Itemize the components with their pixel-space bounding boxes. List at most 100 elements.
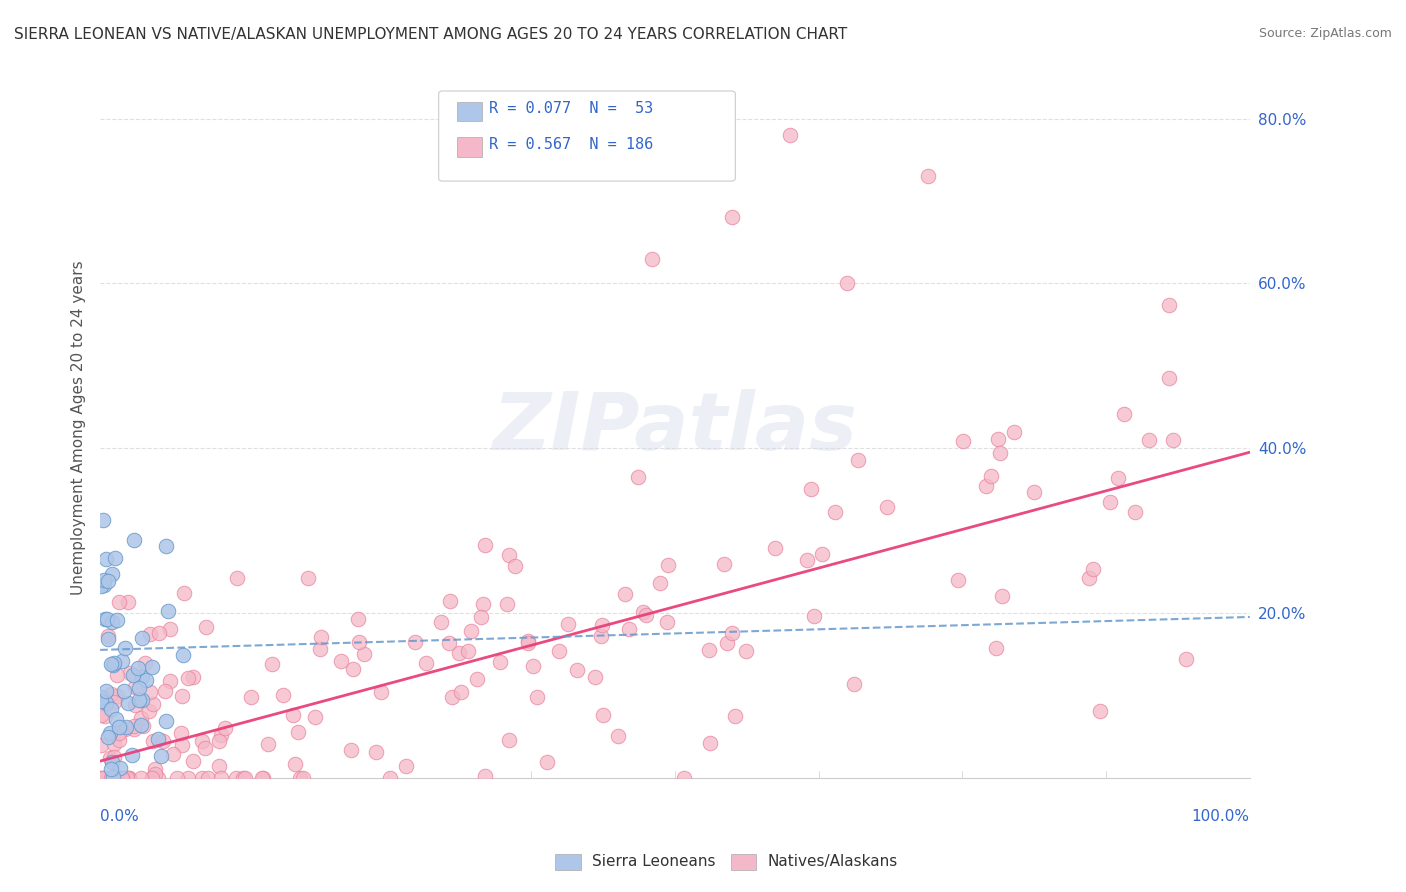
Point: [127, 661, 149, 675]
Point: [96, 612, 118, 626]
Point: [505, 559, 527, 574]
Point: [557, 617, 579, 632]
Point: [309, 630, 332, 644]
Point: [141, 771, 163, 785]
Point: [194, 741, 217, 756]
Point: [89, 771, 111, 785]
Point: [498, 733, 520, 747]
Point: [104, 551, 127, 566]
Text: 100.0%: 100.0%: [1192, 809, 1250, 824]
Point: [517, 633, 540, 648]
Point: [1175, 652, 1198, 666]
Point: [142, 734, 165, 748]
Text: ZIPatlas: ZIPatlas: [492, 389, 858, 467]
Point: [149, 749, 172, 764]
Point: [713, 558, 735, 572]
Point: [145, 762, 167, 776]
Point: [183, 670, 205, 684]
Point: [105, 771, 128, 785]
Point: [723, 708, 745, 723]
Point: [1002, 425, 1025, 439]
Point: [97, 574, 120, 588]
Point: [159, 674, 181, 689]
Point: [110, 771, 132, 785]
Point: [405, 634, 427, 648]
Point: [142, 697, 165, 711]
Point: [1088, 704, 1111, 718]
Point: [846, 453, 869, 467]
Point: [617, 622, 640, 636]
Point: [90, 694, 112, 708]
Point: [101, 770, 124, 784]
Point: [108, 733, 131, 747]
Point: [779, 128, 801, 142]
Point: [103, 738, 125, 752]
Point: [330, 654, 353, 668]
Point: [987, 432, 1010, 446]
Point: [209, 728, 232, 742]
Point: [131, 631, 153, 645]
Point: [288, 771, 311, 785]
Point: [465, 672, 488, 686]
Point: [974, 479, 997, 493]
Point: [122, 723, 145, 737]
Point: [721, 625, 744, 640]
Point: [89, 771, 111, 785]
Point: [522, 659, 544, 673]
Point: [170, 726, 193, 740]
Point: [440, 690, 463, 704]
Point: [90, 738, 112, 752]
Point: [162, 747, 184, 761]
Point: [449, 646, 471, 660]
Point: [876, 500, 898, 515]
Point: [108, 760, 131, 774]
Point: [342, 662, 364, 676]
Point: [181, 754, 204, 768]
Point: [252, 771, 274, 785]
Point: [122, 533, 145, 547]
Point: [232, 771, 254, 785]
Point: [547, 643, 569, 657]
Point: [197, 771, 219, 785]
Point: [101, 756, 124, 770]
Point: [457, 643, 479, 657]
Point: [208, 759, 231, 773]
Point: [117, 697, 139, 711]
Point: [173, 648, 195, 663]
Point: [134, 657, 156, 671]
Point: [173, 586, 195, 600]
Point: [138, 685, 160, 699]
Text: 0.0%: 0.0%: [100, 809, 139, 824]
Point: [131, 670, 153, 684]
Point: [121, 747, 143, 762]
Point: [763, 541, 786, 556]
Point: [980, 469, 1002, 483]
Point: [347, 634, 370, 648]
Point: [115, 771, 138, 785]
Point: [118, 771, 141, 785]
Point: [172, 689, 194, 703]
Point: [291, 771, 314, 785]
Point: [157, 604, 180, 618]
Point: [1137, 433, 1160, 447]
Point: [124, 680, 146, 694]
Point: [124, 698, 146, 712]
Point: [100, 687, 122, 701]
Point: [118, 771, 141, 785]
Point: [614, 586, 637, 600]
Point: [103, 658, 125, 673]
Text: R = 0.077  N =  53: R = 0.077 N = 53: [489, 102, 654, 116]
Point: [648, 576, 671, 591]
Point: [90, 690, 112, 705]
Point: [146, 771, 169, 785]
Point: [117, 595, 139, 609]
Point: [347, 612, 370, 626]
Point: [98, 726, 121, 740]
Point: [155, 539, 177, 553]
Point: [796, 553, 818, 567]
Point: [498, 548, 520, 562]
Point: [93, 578, 115, 592]
Point: [214, 721, 236, 735]
Point: [97, 730, 120, 744]
Point: [1081, 561, 1104, 575]
